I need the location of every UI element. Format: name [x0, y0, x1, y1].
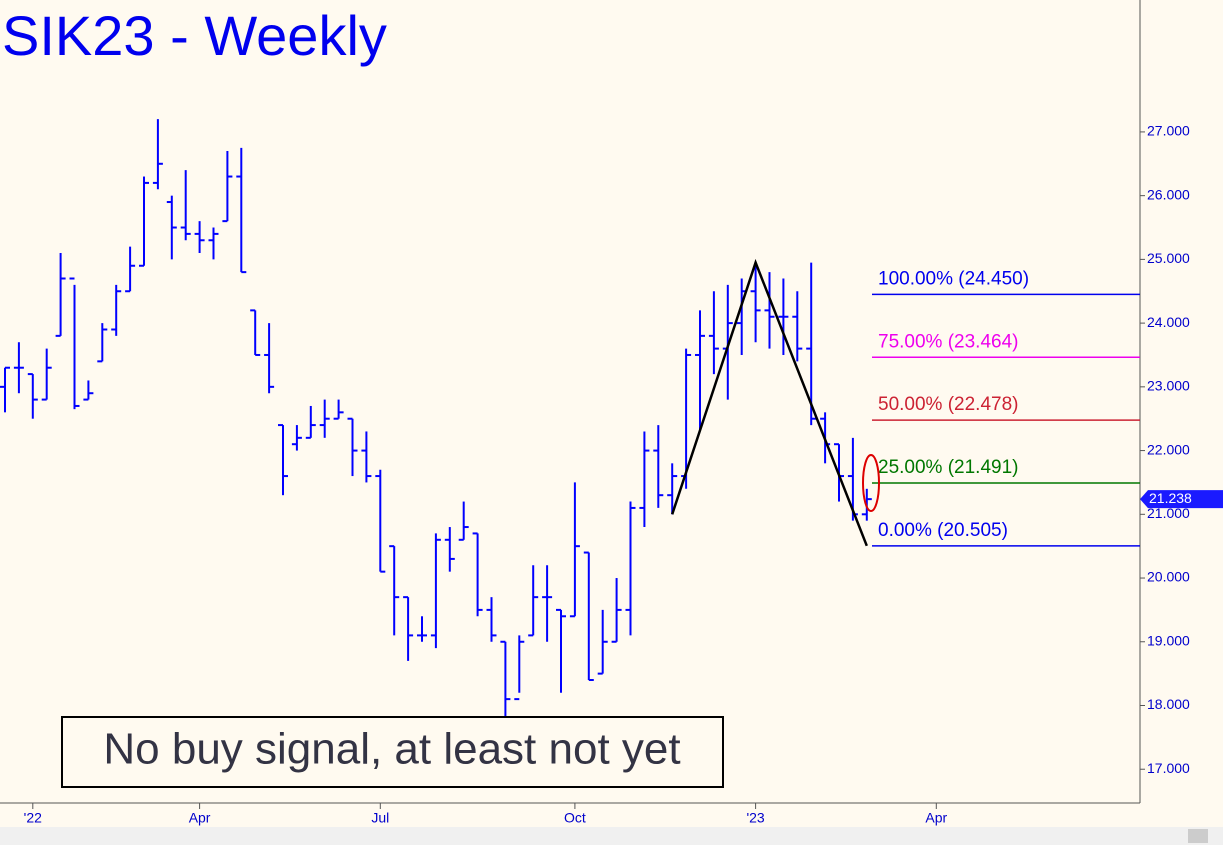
y-tick-label: 26.000	[1147, 186, 1190, 202]
last-price-label: 21.238	[1149, 490, 1192, 506]
highlight-ellipse	[862, 454, 880, 512]
y-tick-label: 18.000	[1147, 696, 1190, 712]
x-tick-label: Oct	[564, 810, 586, 826]
annotation: No buy signal, at least not yet	[103, 725, 680, 774]
y-tick-label: 17.000	[1147, 760, 1190, 776]
fib-label: 75.00% (23.464)	[878, 331, 1019, 352]
x-tick-label: '22	[24, 810, 42, 826]
x-tick-label: '23	[746, 810, 764, 826]
x-tick-label: Apr	[925, 810, 947, 826]
scroll-thumb[interactable]	[1188, 829, 1208, 843]
pattern-line	[671, 258, 868, 547]
y-tick-label: 25.000	[1147, 250, 1190, 266]
y-tick-label: 20.000	[1147, 569, 1190, 585]
annotation-box	[61, 716, 724, 788]
y-tick-label: 24.000	[1147, 314, 1190, 330]
x-tick-label: Apr	[189, 810, 211, 826]
x-tick-label: Jul	[371, 810, 389, 826]
fib-label: 100.00% (24.450)	[878, 268, 1029, 289]
fib-label: 25.00% (21.491)	[878, 457, 1019, 478]
y-tick-label: 27.000	[1147, 123, 1190, 139]
fib-label: 0.00% (20.505)	[878, 520, 1008, 541]
y-tick-label: 19.000	[1147, 632, 1190, 648]
chart-title: SIK23 - Weekly	[2, 4, 387, 67]
y-tick-label: 22.000	[1147, 441, 1190, 457]
y-tick-label: 23.000	[1147, 378, 1190, 394]
last-price-tag	[1140, 490, 1223, 509]
y-tick-label: 21.000	[1147, 505, 1190, 521]
scrollbar[interactable]	[0, 827, 1223, 845]
fib-label: 50.00% (22.478)	[878, 394, 1019, 415]
